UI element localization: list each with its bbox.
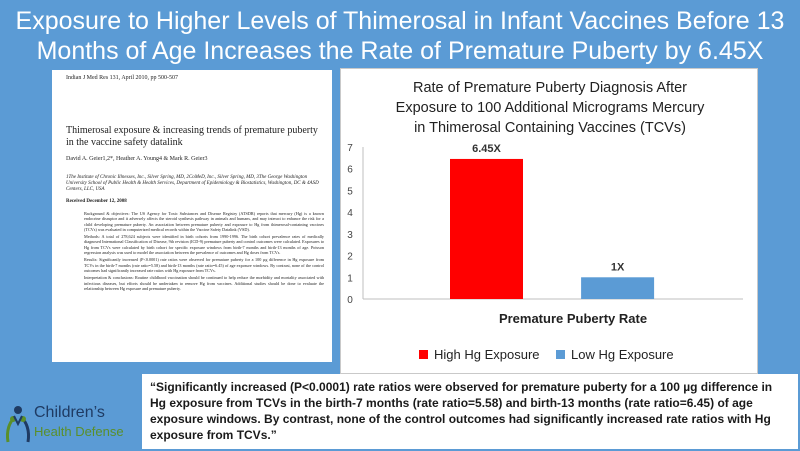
legend-swatch bbox=[556, 350, 565, 359]
paper-authors: David A. Geier1,2*, Heather A. Young4 & … bbox=[66, 156, 208, 162]
family-hands-icon bbox=[6, 406, 30, 443]
paper-journal: Indian J Med Res 131, April 2010, pp 500… bbox=[66, 75, 178, 81]
logo-line2: Health Defense bbox=[34, 424, 124, 439]
quote-text: “Significantly increased (P<0.0001) rate… bbox=[150, 380, 773, 442]
y-tick-label: 5 bbox=[347, 186, 353, 197]
y-tick-label: 2 bbox=[347, 252, 353, 263]
bar-chart: 0 1 2 3 4 5 6 7 6.45X 1X Premature Puberty Rate Hig… bbox=[347, 143, 743, 362]
y-tick-label: 1 bbox=[347, 273, 353, 284]
page-title: Exposure to Higher Levels of Thimerosal … bbox=[0, 6, 800, 66]
chart-title-line1: Rate of Premature Puberty Diagnosis Afte… bbox=[412, 80, 688, 96]
logo: Children’s Health Defense bbox=[4, 402, 138, 446]
bar-high-hg-exposure bbox=[450, 158, 523, 299]
legend-label: High Hg Exposure bbox=[434, 347, 540, 362]
page-title-line1: Exposure to Higher Levels of Thimerosal … bbox=[15, 7, 785, 35]
legend-swatch bbox=[419, 350, 428, 359]
y-tick-label: 7 bbox=[347, 143, 353, 154]
x-axis-label: Premature Puberty Rate bbox=[499, 311, 647, 326]
logo-line1: Children’s bbox=[34, 404, 105, 421]
data-label: 6.45X bbox=[472, 143, 501, 155]
chart-title-line3: in Thimerosal Containing Vaccines (TCVs) bbox=[414, 120, 686, 136]
legend-label: Low Hg Exposure bbox=[571, 347, 674, 362]
abstract-background: Background & objectives: The US Agency f… bbox=[84, 211, 324, 232]
paper-affiliation: 1The Institute of Chronic Illnesses, Inc… bbox=[66, 175, 319, 192]
quote-box: “Significantly increased (P<0.0001) rate… bbox=[142, 374, 798, 449]
page-title-line2: Months of Age Increases the Rate of Prem… bbox=[36, 37, 764, 65]
y-tick-label: 3 bbox=[347, 230, 353, 241]
y-tick-label: 4 bbox=[347, 208, 353, 219]
chart-title: Rate of Premature Puberty Diagnosis Afte… bbox=[341, 78, 759, 138]
y-tick-label: 0 bbox=[347, 295, 353, 306]
paper-received: Received December 12, 2008 bbox=[66, 199, 127, 204]
data-label: 1X bbox=[611, 261, 625, 273]
chart-panel: Rate of Premature Puberty Diagnosis Afte… bbox=[340, 68, 758, 374]
abstract-results: Results: Significantly increased (P<0.00… bbox=[84, 257, 324, 273]
abstract-methods: Methods: A total of 278,624 subjects wer… bbox=[84, 234, 324, 256]
paper-abstract: Background & objectives: The US Agency f… bbox=[84, 211, 324, 293]
chart-title-line2: Exposure to 100 Additional Micrograms Me… bbox=[395, 100, 705, 116]
abstract-conclusions: Interpretation & conclusions: Routine ch… bbox=[84, 275, 324, 291]
bar-low-hg-exposure bbox=[581, 277, 655, 299]
paper-excerpt: Indian J Med Res 131, April 2010, pp 500… bbox=[52, 70, 332, 362]
paper-title: Thimerosal exposure & increasing trends … bbox=[66, 125, 318, 148]
y-tick-label: 6 bbox=[347, 165, 353, 176]
